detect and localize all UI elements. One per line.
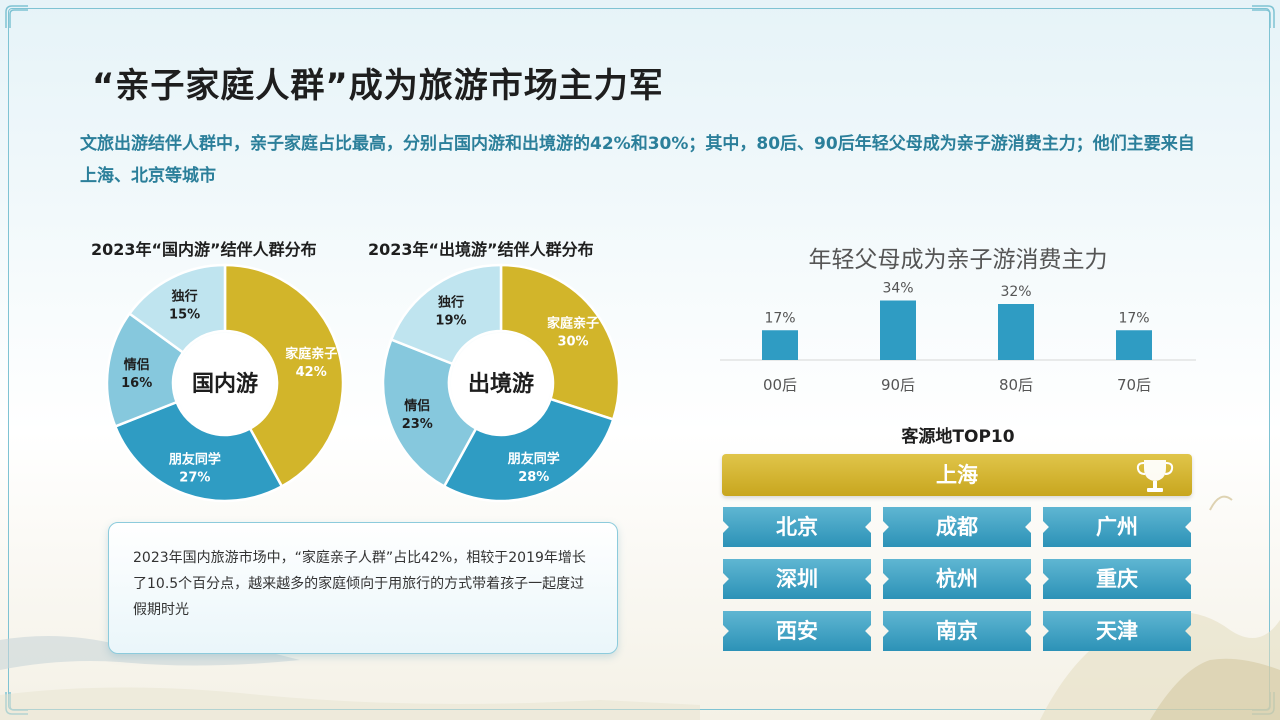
bar-chart-title: 年轻父母成为亲子游消费主力: [808, 247, 1108, 273]
corner-ornament-icon: [5, 5, 28, 28]
donut-slice-label: 朋友同学: [507, 451, 560, 467]
trophy-icon: [1136, 460, 1174, 492]
bar-value-label: 32%: [1000, 284, 1031, 300]
donut-slice: [105, 311, 185, 429]
donut-slice-label: 家庭亲子: [547, 316, 599, 332]
donut-slice: [223, 263, 345, 489]
city-tile: 北京: [723, 507, 871, 547]
city-tile: 西安: [723, 611, 871, 651]
bar: [998, 304, 1034, 360]
top1-city-banner: 上海: [722, 454, 1192, 496]
bar-category-label: 00后: [763, 376, 797, 394]
donut-slice-value: 27%: [179, 471, 210, 486]
city-tile: 杭州: [883, 559, 1031, 599]
bar-value-label: 17%: [764, 310, 795, 326]
donut-slice: [381, 337, 478, 489]
bar-category-label: 70后: [1117, 376, 1151, 394]
donut-slice-label: 家庭亲子: [285, 346, 337, 362]
donut-slice-label: 独行: [172, 289, 198, 305]
donut-slice-label: 情侣: [404, 398, 430, 414]
donut-slice-value: 42%: [296, 365, 327, 380]
donut-slice-label: 情侣: [124, 357, 150, 373]
bar-chart: 17% 00后 34% 90后 32% 80后 17% 70后: [720, 281, 1196, 394]
donut-slice-value: 28%: [518, 470, 549, 485]
donut-hole: [451, 333, 551, 433]
donut-slice: [113, 400, 284, 503]
city-tile: 广州: [1043, 507, 1191, 547]
city-tile: 深圳: [723, 559, 871, 599]
bar-value-label: 34%: [882, 281, 913, 297]
donut-slice-value: 30%: [557, 335, 588, 350]
corner-ornament-icon: [1252, 5, 1275, 28]
donut-slice: [442, 397, 615, 503]
top10-title: 客源地TOP10: [901, 427, 1015, 447]
donut-slice-value: 23%: [402, 417, 433, 432]
page-subtitle: 文旅出游结伴人群中，亲子家庭占比最高，分别占国内游和出境游的42%和30%；其中…: [80, 134, 1195, 186]
donut-hole: [175, 333, 275, 433]
bar-category-label: 90后: [881, 376, 915, 394]
donut-domestic-title: 2023年“国内游”结伴人群分布: [91, 240, 317, 259]
city-tile: 天津: [1043, 611, 1191, 651]
donut-charts: 家庭亲子 42% 朋友同学 27% 情侣 16% 独行 15% 国内游 家庭亲子 30% 朋友同学 28…: [105, 263, 621, 503]
bar: [880, 300, 916, 360]
top1-city-label: 上海: [936, 463, 978, 487]
donut-slice: [127, 263, 227, 355]
bar-value-label: 17%: [1118, 310, 1149, 326]
donut-slice-label: 独行: [438, 294, 464, 310]
bar: [762, 330, 798, 360]
bar-category-label: 80后: [999, 376, 1033, 394]
donut-outbound-title: 2023年“出境游”结伴人群分布: [368, 240, 594, 259]
donut-center-label: 国内游: [192, 371, 258, 397]
donut-slice: [389, 263, 503, 366]
donut-slice-value: 16%: [121, 376, 152, 391]
landscape-decoration: [1040, 495, 1280, 720]
city-tile: 南京: [883, 611, 1031, 651]
donut-slice-value: 19%: [435, 313, 466, 328]
bar: [1116, 330, 1152, 360]
donut-slice: [499, 263, 621, 422]
donut-center-label: 出境游: [468, 371, 534, 397]
donut-slice-label: 朋友同学: [168, 452, 221, 468]
info-text: 2023年国内旅游市场中，“家庭亲子人群”占比42%，相较于2019年增长了10…: [133, 550, 586, 618]
info-box: 2023年国内旅游市场中，“家庭亲子人群”占比42%，相较于2019年增长了10…: [108, 522, 618, 654]
city-tile: 重庆: [1043, 559, 1191, 599]
donut-slice-value: 15%: [169, 308, 200, 323]
page-title: “亲子家庭人群”成为旅游市场主力军: [92, 66, 664, 106]
city-tile: 成都: [883, 507, 1031, 547]
